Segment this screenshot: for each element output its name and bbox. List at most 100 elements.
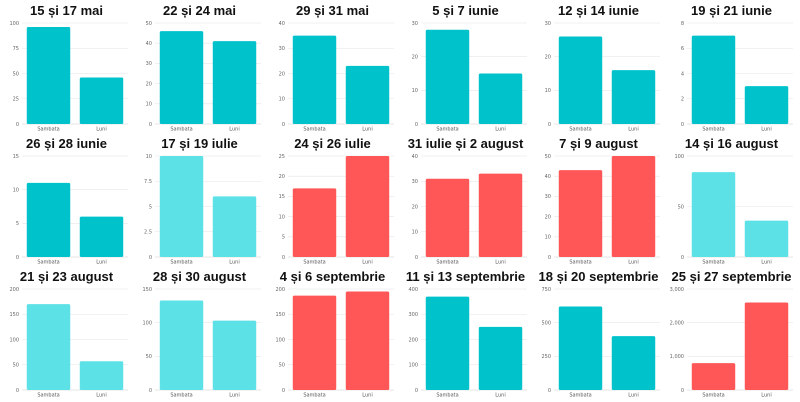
bar: [212, 41, 257, 124]
category-label: Luni: [628, 260, 638, 266]
bar-chart: 0 10 20 30 Sambata Luni: [412, 21, 527, 133]
y-tick-label: 0: [16, 122, 19, 128]
category-label: Luni: [495, 393, 505, 399]
y-tick-label: 0: [282, 388, 285, 394]
category-label: Luni: [96, 127, 106, 133]
y-tick-label: 250: [541, 354, 551, 360]
chart-panel: 17 și 19 iulie 0 2.5 5 7.5 10 Sambata Luni: [133, 136, 266, 269]
chart-panel: 11 și 13 septembrie 0 100 200 300 400 Sambata L…: [399, 269, 532, 402]
bar: [611, 336, 656, 390]
y-tick-label: 0: [548, 388, 551, 394]
chart-panel: 25 și 27 septembrie 0 1,000 2,000 3,000 Samba…: [665, 269, 798, 402]
category-label: Sambata: [37, 393, 59, 399]
chart-panel: 15 și 17 mai 0 25 50 75 100 Sambata Luni: [0, 3, 133, 136]
chart-panel: 19 și 21 iunie 0 2 4 6 8 Sambata Luni: [665, 3, 798, 136]
bar: [79, 216, 124, 257]
y-tick-label: 10: [412, 230, 418, 236]
y-tick-label: 30: [545, 194, 551, 200]
bar: [744, 302, 789, 390]
bar-chart: 0 50 100 Sambata Luni: [674, 154, 793, 266]
category-label: Sambata: [436, 127, 458, 133]
y-tick-label: 0: [282, 122, 285, 128]
category-label: Luni: [495, 260, 505, 266]
y-tick-label: 0: [415, 122, 418, 128]
y-tick-label: 0: [548, 255, 551, 261]
y-tick-label: 30: [412, 179, 418, 185]
y-tick-label: 20: [146, 81, 152, 87]
chart-panel: 5 și 7 iunie 0 10 20 30 Sambata Luni: [399, 3, 532, 136]
category-label: Sambata: [303, 393, 325, 399]
bar: [26, 27, 71, 124]
y-tick-label: 0: [415, 255, 418, 261]
chart-panel: 14 și 16 august 0 50 100 Sambata Luni: [665, 136, 798, 269]
category-label: Sambata: [702, 127, 724, 133]
y-tick-label: 100: [275, 337, 285, 343]
bar-chart: 0 50 100 150 Sambata Luni: [142, 287, 261, 399]
bar-chart: 0 50 100 150 200 Sambata Luni: [9, 287, 128, 399]
y-tick-label: 10: [412, 88, 418, 94]
bar-chart: 0 250 500 750 Sambata Luni: [541, 287, 660, 399]
chart-panel: 26 și 28 iunie 0 5 10 15 Sambata Luni: [0, 136, 133, 269]
bar-chart: 0 10 20 30 40 Sambata Luni: [412, 154, 527, 266]
bar-chart: 0 10 20 30 40 50 Sambata Luni: [545, 154, 660, 266]
category-label: Luni: [628, 127, 638, 133]
bar: [292, 188, 337, 257]
bar: [744, 220, 789, 257]
y-tick-label: 10: [279, 97, 285, 103]
bar: [425, 29, 470, 124]
y-tick-label: 15: [279, 194, 285, 200]
y-tick-label: 50: [146, 21, 152, 27]
category-label: Sambata: [436, 260, 458, 266]
bar-chart: 0 5 10 15 20 25 Sambata Luni: [279, 154, 394, 266]
category-label: Luni: [495, 127, 505, 133]
category-label: Luni: [628, 393, 638, 399]
y-tick-label: 5: [282, 235, 285, 241]
y-tick-label: 3,000: [670, 287, 684, 293]
y-tick-label: 0: [149, 388, 152, 394]
y-tick-label: 7.5: [144, 179, 152, 185]
y-tick-label: 8: [681, 21, 684, 27]
bar: [345, 156, 390, 257]
chart-panel: 4 și 6 septembrie 0 50 100 150 200 Sambata Luni: [266, 269, 399, 402]
y-tick-label: 20: [279, 174, 285, 180]
y-tick-label: 300: [408, 312, 418, 318]
chart-panel: 24 și 26 iulie 0 5 10 15 20 25 Sambata Luni: [266, 136, 399, 269]
y-tick-label: 5: [16, 221, 19, 227]
bar-chart: 0 10 20 30 40 Sambata Luni: [279, 21, 394, 133]
chart-title: 21 și 23 august: [19, 269, 114, 284]
y-tick-label: 0: [681, 388, 684, 394]
bar: [478, 73, 523, 124]
bar: [744, 86, 789, 124]
y-tick-label: 500: [541, 320, 551, 326]
category-label: Luni: [229, 260, 239, 266]
y-tick-label: 40: [146, 41, 152, 47]
y-tick-label: 50: [678, 204, 684, 210]
chart-title: 29 și 31 mai: [296, 3, 369, 18]
category-label: Sambata: [170, 393, 192, 399]
y-tick-label: 4: [681, 71, 684, 77]
chart-panel: 29 și 31 mai 0 10 20 30 40 Sambata Luni: [266, 3, 399, 136]
y-tick-label: 50: [279, 363, 285, 369]
y-tick-label: 10: [146, 102, 152, 108]
y-tick-label: 0: [149, 122, 152, 128]
y-tick-label: 25: [13, 97, 19, 103]
y-tick-label: 50: [13, 71, 19, 77]
y-tick-label: 20: [412, 204, 418, 210]
category-label: Sambata: [569, 393, 591, 399]
y-tick-label: 0: [548, 122, 551, 128]
y-tick-label: 100: [408, 363, 418, 369]
bar: [79, 361, 124, 390]
y-tick-label: 0: [681, 255, 684, 261]
bar: [212, 320, 257, 390]
y-tick-label: 40: [412, 154, 418, 160]
category-label: Sambata: [569, 260, 591, 266]
y-tick-label: 0: [16, 255, 19, 261]
bar: [558, 306, 603, 390]
category-label: Luni: [362, 127, 372, 133]
y-tick-label: 50: [146, 354, 152, 360]
y-tick-label: 50: [545, 154, 551, 160]
y-tick-label: 75: [13, 46, 19, 52]
bar: [611, 70, 656, 124]
y-tick-label: 40: [545, 174, 551, 180]
